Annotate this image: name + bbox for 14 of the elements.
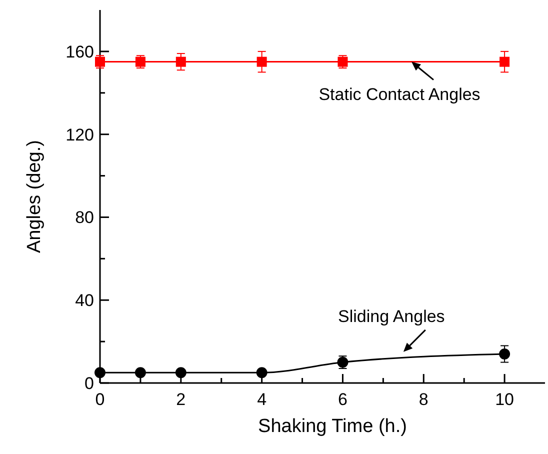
x-tick-label: 10 bbox=[495, 390, 514, 409]
x-tick-label: 8 bbox=[418, 390, 428, 409]
y-tick-label: 80 bbox=[75, 208, 94, 228]
x-tick-label: 4 bbox=[257, 390, 267, 409]
x-axis-title: Shaking Time (h.) bbox=[258, 416, 407, 437]
y-tick-label: 160 bbox=[66, 42, 94, 62]
annotation: Sliding Angles bbox=[338, 306, 445, 326]
x-tick-label: 6 bbox=[338, 390, 348, 409]
x-tick-label: 2 bbox=[176, 390, 186, 409]
y-tick-label: 120 bbox=[66, 125, 94, 144]
annotation: Static Contact Angles bbox=[318, 84, 480, 104]
y-tick-label: 0 bbox=[84, 374, 94, 393]
y-tick-label: 40 bbox=[75, 291, 94, 310]
y-axis-title: Angles (deg.) bbox=[24, 140, 45, 254]
